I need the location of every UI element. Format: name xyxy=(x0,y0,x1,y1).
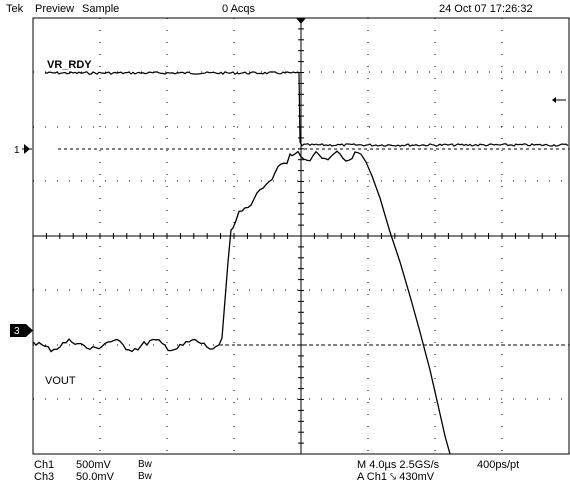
trigger-position-marker xyxy=(296,18,306,24)
mode-label: Preview xyxy=(35,3,75,15)
brand-label: Tek xyxy=(6,3,24,15)
ch1-scale-readout: 500mV xyxy=(76,459,111,471)
ch1-marker-label: 1 xyxy=(14,145,20,156)
ch1-bandwidth-readout: Bw xyxy=(138,459,152,470)
ch3-bandwidth-readout: Bw xyxy=(138,471,152,482)
ch3-marker-label: 3 xyxy=(14,326,20,337)
vr-rdy-trace xyxy=(44,71,569,147)
graticule-ticks xyxy=(32,17,570,455)
record-length-readout: 400ps/pt xyxy=(477,459,520,471)
trigger-readout: A Ch1 ⤥ 430mV xyxy=(357,471,435,483)
trigger-level-arrow-icon xyxy=(552,97,566,103)
ch3-readout-label: Ch3 xyxy=(34,471,55,483)
acquisition-label: Sample xyxy=(82,3,120,15)
ch1-marker: 1 xyxy=(14,144,32,156)
ch1-readout-label: Ch1 xyxy=(34,459,55,471)
ch3-scale-readout: 50.0mV xyxy=(76,471,114,483)
graticule-dotted-lines xyxy=(33,18,569,454)
timebase-readout: M 4.0µs 2.5GS/s xyxy=(357,459,440,471)
vr-rdy-label: VR_RDY xyxy=(47,59,92,71)
vout-trace xyxy=(32,150,451,455)
vout-label: VOUT xyxy=(45,375,76,387)
timestamp-label: 24 Oct 07 17:26:32 xyxy=(439,3,533,15)
acq-count-label: 0 Acqs xyxy=(222,3,256,15)
status-bar: Tek Preview Sample 0 Acqs 24 Oct 07 17:2… xyxy=(0,0,570,18)
ch3-marker: 3 xyxy=(10,324,33,337)
